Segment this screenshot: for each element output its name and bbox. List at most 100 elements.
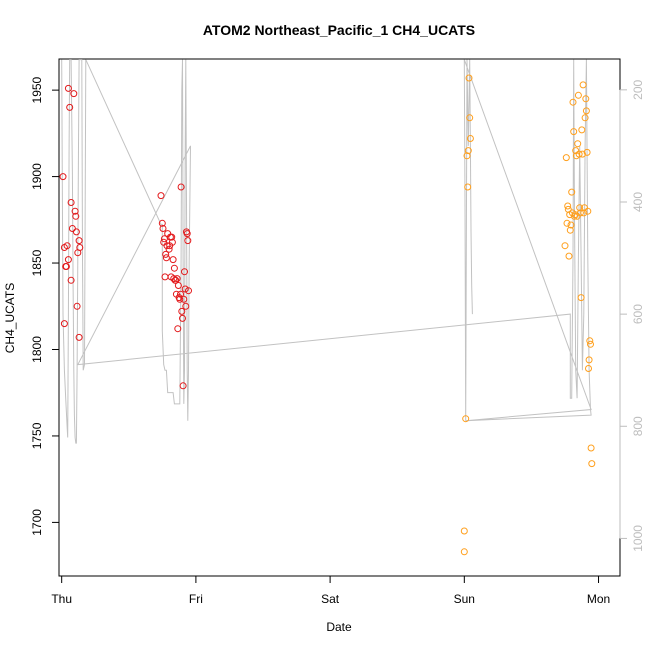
data-point — [183, 230, 191, 238]
right-tick-label: 600 — [631, 304, 645, 324]
data-point — [466, 135, 474, 142]
data-point — [66, 103, 74, 111]
data-point — [177, 290, 184, 298]
data-point — [588, 460, 596, 468]
data-point — [168, 238, 176, 246]
data-point — [182, 302, 190, 310]
data-point — [577, 294, 585, 302]
data-point — [170, 275, 178, 283]
x-axis-label: Date — [326, 620, 352, 634]
x-axis: Thu Fri Sat Sun Mon — [51, 575, 610, 606]
data-point — [178, 307, 186, 315]
x-tick-label: Thu — [51, 592, 72, 606]
data-point — [162, 250, 170, 258]
data-point — [564, 202, 572, 210]
data-point — [586, 337, 594, 345]
data-point — [181, 268, 188, 276]
altitude-line — [61, 59, 592, 444]
data-point — [161, 273, 169, 281]
x-tick-label: Sat — [321, 592, 340, 606]
data-point — [567, 221, 575, 229]
y-axis-label: CH4_UCATS — [3, 283, 17, 353]
data-point — [587, 340, 594, 348]
right-tick-label: 800 — [631, 416, 645, 436]
data-point — [75, 237, 83, 245]
data-point — [76, 244, 84, 251]
left-tick-label: 1700 — [30, 509, 44, 536]
right-y-axis: 200 400 600 800 1000 — [619, 80, 645, 552]
data-point — [565, 252, 573, 260]
data-point — [568, 188, 576, 196]
data-point — [70, 90, 78, 98]
data-point — [583, 148, 591, 156]
data-point — [574, 91, 582, 99]
left-tick-label: 1950 — [30, 76, 44, 103]
data-point — [169, 256, 177, 264]
data-point — [60, 320, 68, 328]
data-point — [180, 295, 188, 303]
data-point — [62, 263, 70, 270]
data-point — [157, 192, 165, 200]
data-point — [581, 114, 589, 122]
data-point — [67, 276, 75, 284]
altitude-track — [61, 59, 592, 444]
series-1 — [59, 84, 192, 390]
left-tick-label: 1750 — [30, 422, 44, 449]
data-point — [158, 219, 166, 227]
left-tick-label: 1800 — [30, 336, 44, 363]
data-point — [68, 225, 76, 232]
left-y-axis: 1700 1750 1800 1850 1900 1950 — [30, 76, 60, 536]
data-point — [165, 245, 173, 253]
left-tick-label: 1850 — [30, 249, 44, 276]
data-point — [582, 107, 590, 115]
data-point — [185, 287, 192, 295]
data-point — [582, 95, 590, 103]
data-point — [580, 209, 588, 217]
data-point — [75, 333, 83, 341]
data-point — [578, 150, 586, 158]
data-point — [72, 228, 80, 236]
data-point — [574, 140, 582, 148]
data-point — [569, 98, 577, 106]
data-point — [170, 264, 178, 272]
data-point — [460, 527, 468, 535]
data-point — [575, 150, 583, 158]
data-point — [176, 295, 184, 303]
data-point — [59, 173, 67, 181]
data-point — [184, 237, 192, 245]
data-point — [67, 199, 75, 206]
data-point — [570, 128, 578, 136]
x-tick-label: Fri — [189, 592, 203, 606]
data-point — [464, 147, 472, 155]
data-point — [576, 209, 584, 217]
data-point — [464, 183, 472, 191]
data-point — [585, 356, 593, 364]
data-point — [162, 254, 170, 262]
data-point — [585, 365, 592, 372]
data-point — [173, 275, 181, 283]
data-point — [63, 242, 71, 250]
data-point — [71, 207, 79, 215]
data-point — [462, 415, 470, 423]
data-point — [163, 242, 171, 250]
right-tick-label: 400 — [631, 192, 645, 212]
data-point — [73, 302, 81, 310]
data-point — [576, 204, 584, 212]
data-point — [179, 382, 187, 390]
data-point — [177, 183, 185, 191]
data-point — [72, 212, 80, 220]
data-point — [463, 152, 471, 160]
data-point — [563, 219, 571, 227]
right-tick-label: 200 — [631, 80, 645, 100]
data-point — [168, 233, 176, 241]
x-tick-label: Mon — [587, 592, 610, 606]
data-point — [159, 225, 167, 232]
data-point — [562, 154, 570, 162]
data-point — [460, 548, 468, 556]
data-point — [587, 444, 595, 452]
x-tick-label: Sun — [454, 592, 475, 606]
data-point — [174, 325, 182, 333]
data-point — [64, 256, 72, 264]
data-point — [578, 126, 586, 134]
